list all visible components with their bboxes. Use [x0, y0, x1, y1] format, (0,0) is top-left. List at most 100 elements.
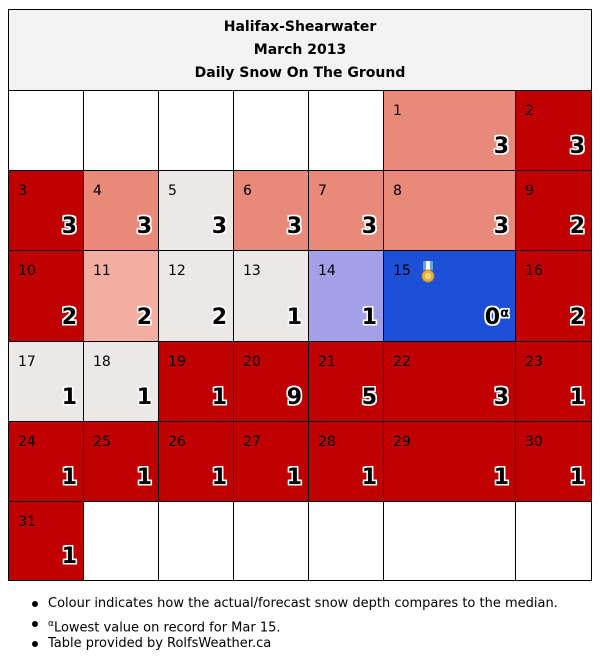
day-cell: 23 1	[516, 342, 591, 422]
snow-depth-value: 3	[136, 214, 152, 239]
day-number: 18	[93, 354, 111, 370]
snow-depth-value: 5	[361, 385, 377, 410]
snow-depth-value: 3	[493, 385, 509, 410]
day-number: 11	[93, 263, 111, 279]
snow-depth-value: 3	[493, 134, 509, 159]
day-cell: 11 2	[84, 251, 159, 342]
day-cell: 14 1	[309, 251, 384, 342]
day-number: 21	[318, 354, 336, 370]
day-number: 2	[525, 103, 534, 119]
day-number: 15	[393, 263, 411, 279]
snow-depth-value: 1	[286, 305, 302, 330]
empty-cell	[234, 91, 309, 171]
empty-cell	[384, 502, 516, 580]
snow-depth-value: 3	[211, 214, 227, 239]
day-number: 29	[393, 434, 411, 450]
snow-depth-value: 1	[136, 385, 152, 410]
day-cell: 10 2	[9, 251, 84, 342]
snow-depth-value: 3	[361, 214, 377, 239]
snow-depth-value: 1	[569, 385, 585, 410]
snow-depth-value: 0α	[484, 305, 509, 330]
day-cell: 20 9	[234, 342, 309, 422]
snow-depth-value: 1	[286, 465, 302, 490]
day-number: 30	[525, 434, 543, 450]
snow-depth-value: 1	[211, 465, 227, 490]
snow-depth-value: 9	[286, 385, 302, 410]
day-number: 28	[318, 434, 336, 450]
day-number: 17	[18, 354, 36, 370]
snow-depth-value: 3	[493, 214, 509, 239]
snow-depth-value: 3	[286, 214, 302, 239]
snow-depth-value: 1	[569, 465, 585, 490]
day-number: 12	[168, 263, 186, 279]
medal-icon	[421, 261, 435, 283]
day-cell: 25 1	[84, 422, 159, 502]
day-number: 6	[243, 183, 252, 199]
day-number: 1	[393, 103, 402, 119]
month-title: March 2013	[253, 42, 347, 58]
snow-depth-value: 1	[493, 465, 509, 490]
snow-depth-value: 3	[61, 214, 77, 239]
day-cell: 31 1	[9, 502, 84, 580]
credit-note: Table provided by RolfsWeather.ca	[30, 634, 558, 654]
snow-depth-value: 2	[569, 305, 585, 330]
day-cell: 24 1	[9, 422, 84, 502]
day-number: 22	[393, 354, 411, 370]
day-number: 9	[525, 183, 534, 199]
snow-depth-value: 2	[211, 305, 227, 330]
day-cell: 21 5	[309, 342, 384, 422]
day-cell: 12 2	[159, 251, 234, 342]
footnotes: Colour indicates how the actual/forecast…	[30, 594, 558, 654]
day-number: 10	[18, 263, 36, 279]
snow-depth-value: 1	[361, 305, 377, 330]
day-number: 23	[525, 354, 543, 370]
day-number: 27	[243, 434, 261, 450]
snow-depth-value: 2	[136, 305, 152, 330]
snow-depth-value: 1	[61, 465, 77, 490]
day-cell: 15 0α	[384, 251, 516, 342]
day-cell: 16 2	[516, 251, 591, 342]
day-number: 14	[318, 263, 336, 279]
day-number: 13	[243, 263, 261, 279]
day-cell: 19 1	[159, 342, 234, 422]
day-number: 24	[18, 434, 36, 450]
empty-cell	[159, 502, 234, 580]
snow-depth-value: 1	[136, 465, 152, 490]
day-cell: 29 1	[384, 422, 516, 502]
day-number: 5	[168, 183, 177, 199]
day-cell: 18 1	[84, 342, 159, 422]
empty-cell	[309, 91, 384, 171]
snow-depth-value: 2	[569, 214, 585, 239]
day-cell: 26 1	[159, 422, 234, 502]
empty-cell	[9, 91, 84, 171]
day-cell: 30 1	[516, 422, 591, 502]
day-number: 26	[168, 434, 186, 450]
day-cell: 28 1	[309, 422, 384, 502]
station-name: Halifax-Shearwater	[223, 19, 377, 35]
snow-depth-value: 1	[211, 385, 227, 410]
table-subtitle: Daily Snow On The Ground	[194, 65, 406, 81]
snow-depth-value: 3	[569, 134, 585, 159]
day-cell: 13 1	[234, 251, 309, 342]
day-number: 7	[318, 183, 327, 199]
day-number: 16	[525, 263, 543, 279]
day-cell: 27 1	[234, 422, 309, 502]
snow-depth-value: 2	[61, 305, 77, 330]
day-number: 4	[93, 183, 102, 199]
day-number: 20	[243, 354, 261, 370]
empty-cell	[516, 502, 591, 580]
empty-cell	[84, 91, 159, 171]
empty-cell	[234, 502, 309, 580]
day-number: 19	[168, 354, 186, 370]
colour-note: Colour indicates how the actual/forecast…	[30, 594, 558, 614]
day-number: 31	[18, 514, 36, 530]
record-marker: α	[500, 306, 509, 321]
